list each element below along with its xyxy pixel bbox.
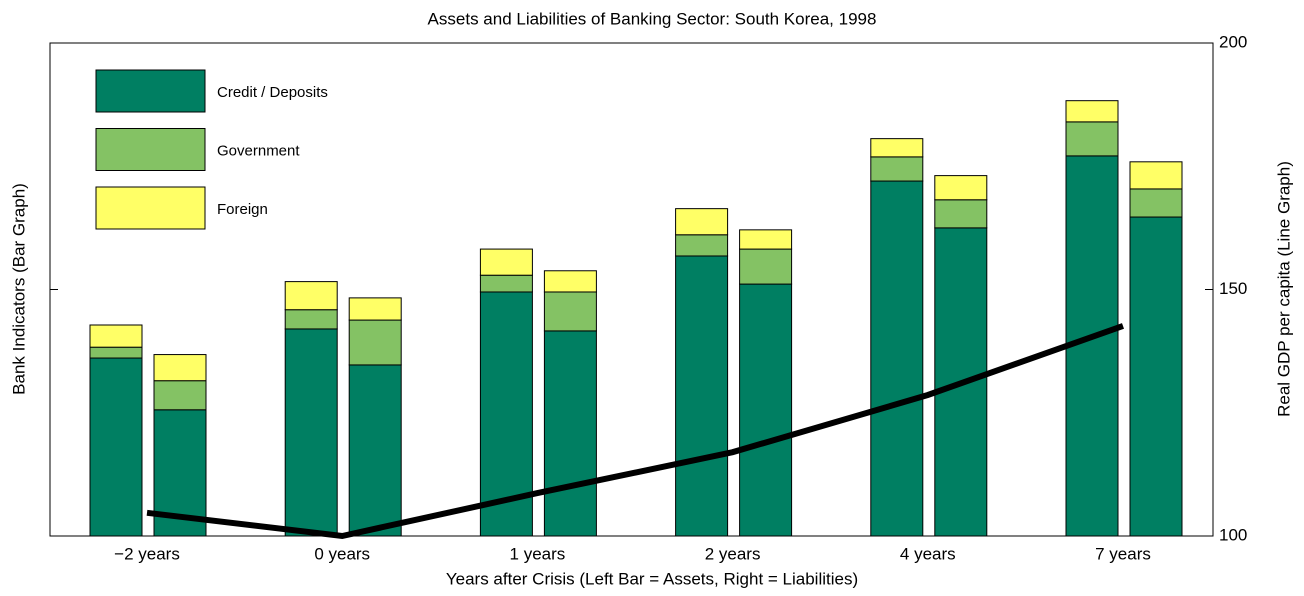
x-tick-label: 1 years xyxy=(510,544,566,563)
bar-segment xyxy=(348,364,402,537)
bar-segment xyxy=(348,319,402,366)
bar-segment xyxy=(479,248,533,276)
legend-swatch xyxy=(95,128,206,171)
y2-tick-label: 100 xyxy=(1219,525,1247,544)
legend-label: Government xyxy=(217,142,300,159)
x-tick-label: 2 years xyxy=(705,544,761,563)
bar-segment xyxy=(284,309,338,330)
bar-segment xyxy=(543,291,597,332)
legend-swatch xyxy=(95,69,206,113)
y-axis-label: Bank Indicators (Bar Graph) xyxy=(9,183,28,395)
bar-segment xyxy=(870,180,924,537)
y2-tick-label: 150 xyxy=(1219,279,1247,298)
bar-segment xyxy=(348,297,402,321)
bar-segment xyxy=(89,346,143,359)
gdp-line xyxy=(146,323,1125,540)
x-tick-label: 4 years xyxy=(900,544,956,563)
bar-segment xyxy=(543,270,597,293)
bar-segment xyxy=(153,354,207,382)
bar-segment xyxy=(1129,188,1183,218)
y2-axis-label: Real GDP per capita (Line Graph) xyxy=(1274,161,1293,417)
legend-label: Foreign xyxy=(217,201,268,218)
y2-tick-label: 200 xyxy=(1219,32,1247,51)
bar-segment xyxy=(675,208,729,236)
bar-segment xyxy=(675,255,729,537)
bar-segment xyxy=(284,328,338,537)
plot-area xyxy=(50,43,1213,536)
legend-label: Credit / Deposits xyxy=(217,84,328,101)
bar-segment xyxy=(870,156,924,182)
bar-segment xyxy=(739,229,793,250)
bar-segment xyxy=(1129,216,1183,537)
x-tick-label: 7 years xyxy=(1095,544,1151,563)
x-axis-label: Years after Crisis (Left Bar = Assets, R… xyxy=(446,569,858,588)
bar-segment xyxy=(153,380,207,411)
bar-segment xyxy=(89,324,143,348)
bar-segment xyxy=(739,248,793,285)
bar-segment xyxy=(543,330,597,537)
bar-segment xyxy=(934,199,988,229)
bar-segment xyxy=(284,281,338,311)
bar-segment xyxy=(89,357,143,537)
bar-segment xyxy=(870,138,924,158)
bar-segment xyxy=(739,283,793,537)
bar-segment xyxy=(479,274,533,293)
bar-segment xyxy=(1129,161,1183,190)
bar-segment xyxy=(675,234,729,257)
bar-segment xyxy=(1065,121,1119,157)
x-tick-label: −2 years xyxy=(114,544,180,563)
bar-segment xyxy=(1065,100,1119,123)
legend-swatch xyxy=(95,186,206,230)
x-tick-label: 0 years xyxy=(314,544,370,563)
chart-title: Assets and Liabilities of Banking Sector… xyxy=(428,9,877,28)
bar-segment xyxy=(934,175,988,201)
